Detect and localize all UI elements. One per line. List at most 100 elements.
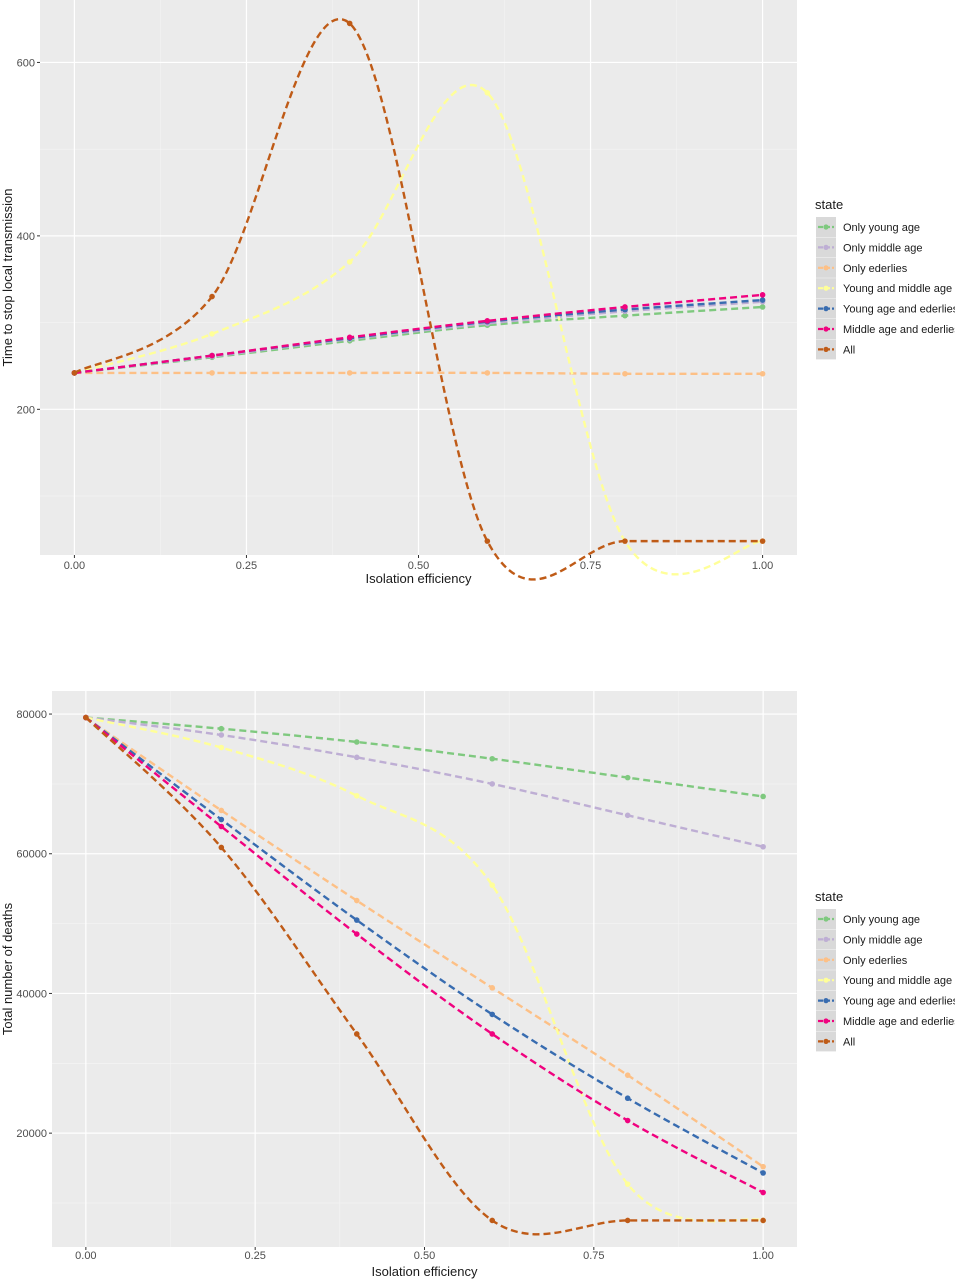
x-tick-label: 0.75 <box>580 560 601 572</box>
legend-label: Young and middle age <box>843 283 952 295</box>
data-point <box>346 334 353 341</box>
y-tick-label: 400 <box>17 231 35 243</box>
legend-entry: Middle age and ederlies <box>816 1011 955 1031</box>
data-point <box>209 293 215 300</box>
legend-key-point <box>823 936 829 943</box>
data-point <box>209 370 215 376</box>
x-tick-label: 0.50 <box>408 560 429 572</box>
legend-entry: All <box>816 339 855 360</box>
data-point <box>353 1031 360 1037</box>
legend-label: Young age and ederlies <box>843 304 955 316</box>
data-point <box>624 812 631 819</box>
legend-label: Only young age <box>843 914 920 926</box>
legend-key-point <box>823 1018 829 1024</box>
x-axis-label: Isolation efficiency <box>372 1264 478 1279</box>
legend-label: Young age and ederlies <box>843 996 955 1008</box>
legend-entry: Young age and ederlies <box>816 990 955 1011</box>
data-point <box>218 807 225 814</box>
legend-entry: Young and middle age <box>816 278 952 299</box>
legend-label: All <box>843 1036 855 1048</box>
data-point <box>218 732 225 738</box>
data-point <box>624 1217 631 1224</box>
legend-label: Middle age and ederlies <box>843 1016 955 1028</box>
data-point <box>622 312 628 319</box>
legend-entry: Only middle age <box>816 237 923 258</box>
data-point <box>624 1117 631 1124</box>
legend-key-point <box>823 916 829 922</box>
data-point <box>209 352 215 359</box>
y-tick-label: 60000 <box>16 849 47 861</box>
data-point <box>622 304 628 310</box>
data-point <box>218 816 225 823</box>
legend-label: Only middle age <box>843 242 923 254</box>
legend-title: state <box>815 889 843 904</box>
data-point <box>489 985 496 991</box>
data-point <box>353 897 360 904</box>
data-point <box>353 739 360 745</box>
data-point <box>489 781 496 787</box>
data-point <box>489 1011 496 1018</box>
data-point <box>622 538 628 544</box>
legend-key-point <box>823 977 829 983</box>
legend-key-point <box>823 326 829 332</box>
series-line <box>85 716 764 798</box>
chart-1: 0.00 0.25 0.50 0.75 1.00 200 400 600 Isolation e… <box>0 0 955 586</box>
legend-entry: Middle age and ederlies <box>816 319 955 339</box>
data-point <box>760 843 766 850</box>
series-7 <box>83 714 766 1236</box>
legend-label: Only ederlies <box>843 263 908 275</box>
chart-2: 0.00 0.25 0.50 0.75 1.00 20000 40000 60000 80000… <box>0 691 955 1279</box>
x-tick-label: 0.50 <box>414 1250 435 1262</box>
x-tick-label: 0.75 <box>583 1250 604 1262</box>
data-point <box>489 1217 496 1224</box>
data-point <box>489 755 496 762</box>
data-point <box>760 1170 766 1176</box>
data-point <box>346 259 353 265</box>
data-point <box>484 89 491 96</box>
data-point <box>484 538 491 544</box>
y-tick-label: 600 <box>17 57 35 69</box>
legend: state Only young age Only middle age Only e… <box>815 197 955 360</box>
data-point <box>353 754 360 761</box>
legend-key-point <box>823 265 829 271</box>
legend-entry: All <box>816 1031 855 1052</box>
series-7 <box>71 18 766 581</box>
data-point <box>760 1217 766 1224</box>
legend-label: Young and middle age <box>843 975 952 987</box>
x-axis-label: Isolation efficiency <box>366 571 472 586</box>
data-point <box>489 882 496 888</box>
legend-label: All <box>843 344 855 356</box>
x-tick-label: 1.00 <box>752 560 773 572</box>
series-line <box>74 371 763 376</box>
legend-entry: Only young age <box>816 217 920 237</box>
data-point <box>484 370 491 376</box>
y-axis-label: Time to stop local transmission <box>0 189 15 367</box>
data-point <box>759 297 766 303</box>
x-tick-label: 0.00 <box>75 1250 96 1262</box>
x-tick-label: 0.25 <box>236 560 257 572</box>
data-point <box>624 1181 631 1187</box>
data-point <box>760 793 766 800</box>
legend-entry: Young age and ederlies <box>816 298 955 319</box>
legend-entry: Only ederlies <box>816 949 908 970</box>
data-point <box>624 1095 631 1102</box>
data-point <box>346 20 353 27</box>
legend-label: Only ederlies <box>843 955 908 967</box>
series-line <box>85 716 764 848</box>
y-tick-label: 200 <box>17 404 35 416</box>
data-point <box>489 1031 496 1037</box>
data-point <box>622 370 628 377</box>
y-tick-label: 40000 <box>16 988 47 1000</box>
data-point <box>346 370 353 376</box>
data-point <box>759 292 766 298</box>
y-axis-label: Total number of deaths <box>0 902 15 1035</box>
data-point <box>760 1163 766 1170</box>
legend-title: state <box>815 197 843 212</box>
legend-entry: Only ederlies <box>816 257 908 278</box>
data-point <box>353 917 360 923</box>
data-point <box>218 844 225 851</box>
x-tick-label: 0.00 <box>64 560 85 572</box>
series-line <box>85 716 764 1194</box>
data-point <box>218 744 225 751</box>
